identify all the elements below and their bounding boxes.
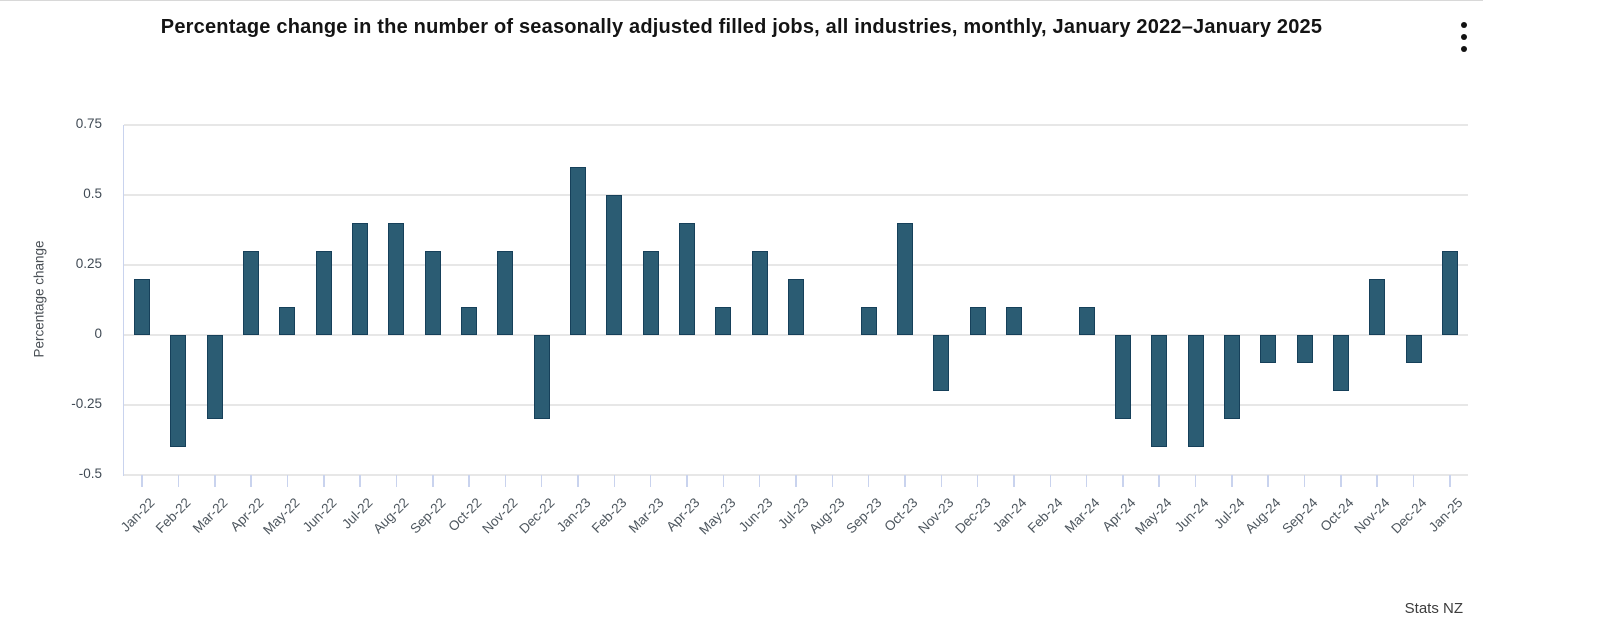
bar-Jul-24[interactable] [1223, 335, 1240, 419]
x-tick [1267, 475, 1269, 487]
x-tick [1449, 475, 1451, 487]
bar-Jul-23[interactable] [788, 279, 804, 335]
x-tick [577, 475, 579, 487]
gridline [124, 124, 1468, 126]
chart-title: Percentage change in the number of seaso… [160, 16, 1323, 38]
bar-Apr-24[interactable] [1114, 335, 1131, 419]
x-tick [1158, 475, 1160, 487]
x-tick [649, 475, 652, 487]
y-tick-label: 0.75 [75, 116, 102, 131]
bar-Nov-22[interactable] [497, 251, 514, 335]
y-tick-label: 0.5 [83, 186, 102, 201]
x-tick [1340, 475, 1342, 487]
bar-Dec-22[interactable] [533, 335, 550, 419]
x-tick [1376, 475, 1378, 487]
bar-Jan-23[interactable] [570, 167, 587, 335]
plot-area [123, 124, 1468, 487]
x-tick [831, 475, 834, 487]
bar-Aug-24[interactable] [1260, 335, 1277, 363]
x-tick [976, 475, 979, 487]
bar-Jul-22[interactable] [352, 223, 369, 335]
x-tick [1122, 475, 1124, 487]
x-tick [722, 475, 725, 487]
x-tick [904, 475, 906, 487]
x-tick [867, 475, 870, 487]
x-tick [286, 475, 289, 487]
x-tick [214, 475, 216, 487]
bar-Oct-22[interactable] [461, 307, 478, 335]
x-tick [1085, 475, 1088, 487]
bar-Jun-22[interactable] [315, 251, 332, 335]
x-tick [795, 475, 797, 487]
kebab-dot [1461, 22, 1467, 28]
x-tick [504, 475, 507, 487]
x-tick [613, 475, 616, 487]
bar-Oct-24[interactable] [1332, 335, 1349, 391]
x-tick [395, 475, 398, 487]
attribution: Stats NZ [1404, 600, 1463, 617]
bar-May-22[interactable] [279, 307, 296, 335]
x-tick [758, 475, 761, 487]
bar-Aug-22[interactable] [388, 223, 405, 335]
x-tick [1194, 475, 1197, 487]
bar-Jun-23[interactable] [751, 251, 768, 335]
x-tick [940, 475, 943, 487]
x-tick [468, 475, 470, 487]
x-tick [177, 475, 180, 487]
bar-Feb-23[interactable] [606, 195, 623, 335]
x-tick [1013, 475, 1015, 487]
y-tick-label: -0.25 [71, 396, 102, 411]
x-tick [1303, 475, 1306, 487]
x-tick [141, 475, 143, 487]
x-tick [1231, 475, 1233, 487]
x-tick [1049, 475, 1052, 487]
kebab-dot [1461, 46, 1467, 52]
y-tick-label: 0.25 [75, 256, 102, 271]
x-tick [432, 475, 434, 487]
bar-Dec-23[interactable] [969, 307, 986, 335]
bar-Dec-24[interactable] [1405, 335, 1422, 363]
x-tick [323, 475, 325, 487]
x-tick [250, 475, 252, 487]
bar-Mar-22[interactable] [206, 335, 223, 419]
y-tick-label: 0 [94, 326, 102, 341]
kebab-menu-icon[interactable] [1455, 22, 1473, 52]
bar-Apr-23[interactable] [679, 223, 696, 335]
x-tick [359, 475, 361, 487]
bar-Apr-22[interactable] [243, 251, 260, 335]
bar-Mar-23[interactable] [642, 251, 659, 335]
chart-widget: Percentage change in the number of seaso… [0, 0, 1483, 617]
kebab-dot [1461, 34, 1467, 40]
gridline [124, 334, 1468, 336]
bar-Sep-23[interactable] [860, 307, 877, 335]
bar-Feb-22[interactable] [170, 335, 187, 447]
gridline [124, 404, 1468, 406]
bar-May-23[interactable] [715, 307, 732, 335]
bar-Oct-23[interactable] [896, 223, 913, 335]
bar-Jan-24[interactable] [1005, 307, 1022, 335]
gridline [124, 264, 1468, 266]
bar-Sep-22[interactable] [424, 251, 441, 335]
gridline [124, 194, 1468, 196]
bar-Jan-25[interactable] [1441, 251, 1458, 335]
bar-Nov-24[interactable] [1369, 279, 1386, 335]
x-tick [540, 475, 543, 487]
bar-May-24[interactable] [1151, 335, 1168, 447]
y-tick-label: -0.5 [78, 466, 102, 481]
bar-Mar-24[interactable] [1078, 307, 1095, 335]
bar-Jun-24[interactable] [1187, 335, 1204, 447]
bar-Sep-24[interactable] [1296, 335, 1313, 363]
x-tick [1412, 475, 1415, 487]
bar-Nov-23[interactable] [933, 335, 950, 391]
bar-Jan-22[interactable] [134, 279, 151, 335]
x-tick [686, 475, 688, 487]
